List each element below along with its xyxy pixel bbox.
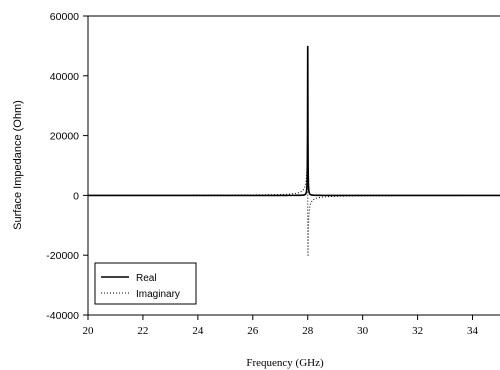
x-tick-label: 24 (192, 325, 204, 337)
y-tick-label: 40000 (50, 71, 79, 83)
x-tick-label: 26 (247, 325, 259, 337)
legend: Real Imaginary (94, 262, 197, 305)
y-tick-label: -40000 (46, 310, 79, 322)
y-tick-label: 0 (73, 190, 79, 202)
x-tick-label: 28 (302, 325, 314, 337)
x-axis-label: Frequency (GHz) (246, 357, 324, 369)
y-tick-label: -20000 (46, 250, 79, 262)
x-tick-label: 22 (137, 325, 148, 337)
x-tick-label: 30 (357, 325, 369, 337)
x-tick-label: 34 (467, 325, 479, 337)
axes: -40000 -20000 0 20000 40000 60000 20 22 24 26 28 30… (46, 11, 500, 337)
x-tick-label: 32 (412, 325, 423, 337)
y-tick-label: 60000 (50, 11, 79, 23)
legend-box (94, 262, 197, 305)
x-tick-label: 20 (83, 325, 95, 337)
legend-imaginary-label: Imaginary (136, 289, 180, 300)
legend-real-label: Real (136, 273, 157, 284)
y-axis-label: Surface Impedance (Ohm) (12, 100, 24, 230)
plot-area (88, 45, 500, 257)
y-tick-label: 20000 (50, 131, 79, 143)
series-real-line (88, 45, 500, 197)
